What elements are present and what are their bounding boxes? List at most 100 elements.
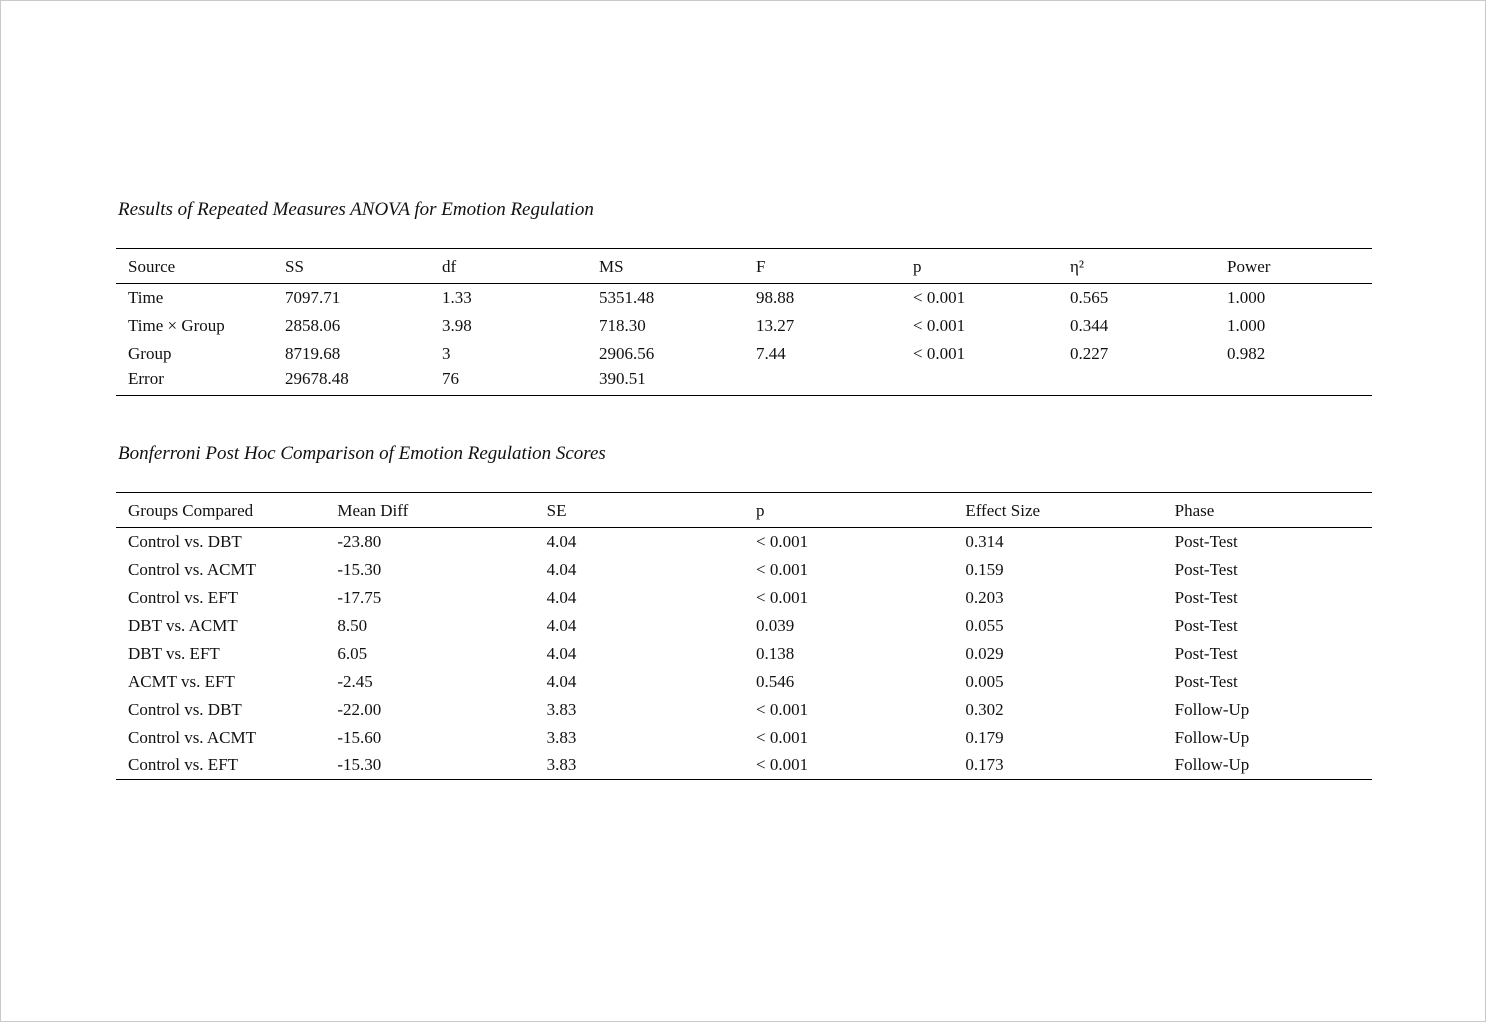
table-cell: Time × Group <box>128 315 225 335</box>
table-cell: 5351.48 <box>599 287 655 307</box>
table-cell: Follow-Up <box>1174 699 1250 719</box>
table-cell: 1.000 <box>1227 315 1266 335</box>
table-row: Control vs. EFT -15.30 3.83 < 0.001 0.173 Fol… <box>116 752 1372 780</box>
table-cell: 98.88 <box>756 287 795 307</box>
table-cell: < 0.001 <box>755 587 809 607</box>
column-header: Effect Size <box>953 492 1163 528</box>
table-cell: 0.203 <box>965 587 1004 607</box>
column-header: η² <box>1058 248 1215 284</box>
table-cell <box>1058 368 1215 396</box>
table-cell: 0.055 <box>965 615 1004 635</box>
table-cell: < 0.001 <box>913 287 966 307</box>
column-header: Power <box>1215 248 1372 284</box>
posthoc-comparison-table: Groups Compared Mean Diff SE p Effect Size Ph… <box>116 492 1372 780</box>
table-cell: 0.159 <box>965 559 1004 579</box>
table-cell: 0.173 <box>965 755 1004 775</box>
table-cell: Control vs. ACMT <box>128 727 256 747</box>
table-cell: 0.565 <box>1070 287 1109 307</box>
table-cell: 0.227 <box>1070 343 1109 363</box>
table-cell: 13.27 <box>756 315 795 335</box>
table-cell: Control vs. EFT <box>128 755 239 775</box>
table-cell: 4.04 <box>546 531 577 551</box>
table-cell: 4.04 <box>546 671 577 691</box>
column-header: p <box>901 248 1058 284</box>
table-cell: -15.30 <box>337 559 382 579</box>
table-cell: 3.83 <box>546 699 577 719</box>
table-cell: 3.83 <box>546 755 577 775</box>
column-header: F <box>744 248 901 284</box>
table-cell: 0.029 <box>965 643 1004 663</box>
table-cell: 0.302 <box>965 699 1004 719</box>
table-cell: -15.60 <box>337 727 382 747</box>
table-row: Control vs. ACMT -15.30 4.04 < 0.001 0.159 Po… <box>116 556 1372 584</box>
table-row: ACMT vs. EFT -2.45 4.04 0.546 0.005 Post-Test <box>116 668 1372 696</box>
table-row: Control vs. DBT -22.00 3.83 < 0.001 0.302 Fol… <box>116 696 1372 724</box>
table-cell <box>1215 368 1372 396</box>
table-cell: -23.80 <box>337 531 382 551</box>
table-cell: 2906.56 <box>599 343 655 363</box>
column-header: Source <box>116 248 273 284</box>
table-cell: 0.344 <box>1070 315 1109 335</box>
table-cell: 390.51 <box>599 369 646 389</box>
table-cell: Control vs. DBT <box>128 531 242 551</box>
table-cell: Time <box>128 287 164 307</box>
table-cell: Post-Test <box>1174 643 1238 663</box>
table-cell: < 0.001 <box>755 699 809 719</box>
table-cell <box>744 368 901 396</box>
table-row: Control vs. ACMT -15.60 3.83 < 0.001 0.179 Fo… <box>116 724 1372 752</box>
table-cell: Post-Test <box>1174 531 1238 551</box>
table-cell <box>901 368 1058 396</box>
table-cell: ACMT vs. EFT <box>128 671 235 691</box>
table-cell: Error <box>128 369 164 389</box>
table-cell: DBT vs. ACMT <box>128 615 238 635</box>
posthoc-table-header: Groups Compared Mean Diff SE p Effect Size Ph… <box>116 492 1372 528</box>
table-cell: < 0.001 <box>913 343 966 363</box>
table-row: Error 29678.48 76 390.51 <box>116 368 1372 396</box>
column-header: SS <box>273 248 430 284</box>
table-cell: 0.982 <box>1227 343 1266 363</box>
table-cell: 718.30 <box>599 315 646 335</box>
anova-table-body: Time 7097.71 1.33 5351.48 98.88 < 0.001 0.565 1… <box>116 284 1372 396</box>
table-cell: Group <box>128 343 172 363</box>
table-cell: 8.50 <box>337 615 368 635</box>
table-cell: 0.546 <box>755 671 795 691</box>
table-cell: -15.30 <box>337 755 382 775</box>
column-header: SE <box>534 492 744 528</box>
table-cell: 3.83 <box>546 727 577 747</box>
table-cell: 3.98 <box>442 315 472 335</box>
table-cell: 2858.06 <box>285 315 341 335</box>
table-cell: Control vs. EFT <box>128 587 239 607</box>
column-header: p <box>743 492 954 528</box>
table-cell: 0.039 <box>755 615 795 635</box>
table-cell: 7.44 <box>756 343 786 363</box>
table-cell: 0.179 <box>965 727 1004 747</box>
table-cell: < 0.001 <box>755 531 809 551</box>
column-header: Mean Diff <box>325 492 535 528</box>
table-cell: 1.33 <box>442 287 472 307</box>
table-cell: 0.314 <box>965 531 1004 551</box>
table-row: Control vs. EFT -17.75 4.04 < 0.001 0.203 Pos… <box>116 584 1372 612</box>
posthoc-table-title: Bonferroni Post Hoc Comparison of Emotio… <box>118 443 606 464</box>
table-cell: 7097.71 <box>285 287 341 307</box>
table-row: Group 8719.68 3 2906.56 7.44 < 0.001 0.227 0.98… <box>116 340 1372 368</box>
column-header: MS <box>587 248 744 284</box>
table-cell: Control vs. ACMT <box>128 559 256 579</box>
table-cell: 4.04 <box>546 615 577 635</box>
table-cell: 29678.48 <box>285 369 349 389</box>
table-cell: 76 <box>442 369 459 389</box>
table-row: Time 7097.71 1.33 5351.48 98.88 < 0.001 0.565 1… <box>116 284 1372 312</box>
table-cell: 3 <box>442 343 451 363</box>
table-cell: 0.138 <box>755 643 795 663</box>
table-cell: Post-Test <box>1174 559 1238 579</box>
table-cell: < 0.001 <box>755 755 809 775</box>
table-cell: Follow-Up <box>1174 727 1250 747</box>
table-row: DBT vs. ACMT 8.50 4.04 0.039 0.055 Post-Test <box>116 612 1372 640</box>
table-cell: 6.05 <box>337 643 368 663</box>
table-cell: Post-Test <box>1174 615 1238 635</box>
page-content: Results of Repeated Measures ANOVA for E… <box>1 1 1485 780</box>
column-header: Groups Compared <box>116 492 326 528</box>
table-cell: -22.00 <box>337 699 382 719</box>
table-cell: < 0.001 <box>755 559 809 579</box>
